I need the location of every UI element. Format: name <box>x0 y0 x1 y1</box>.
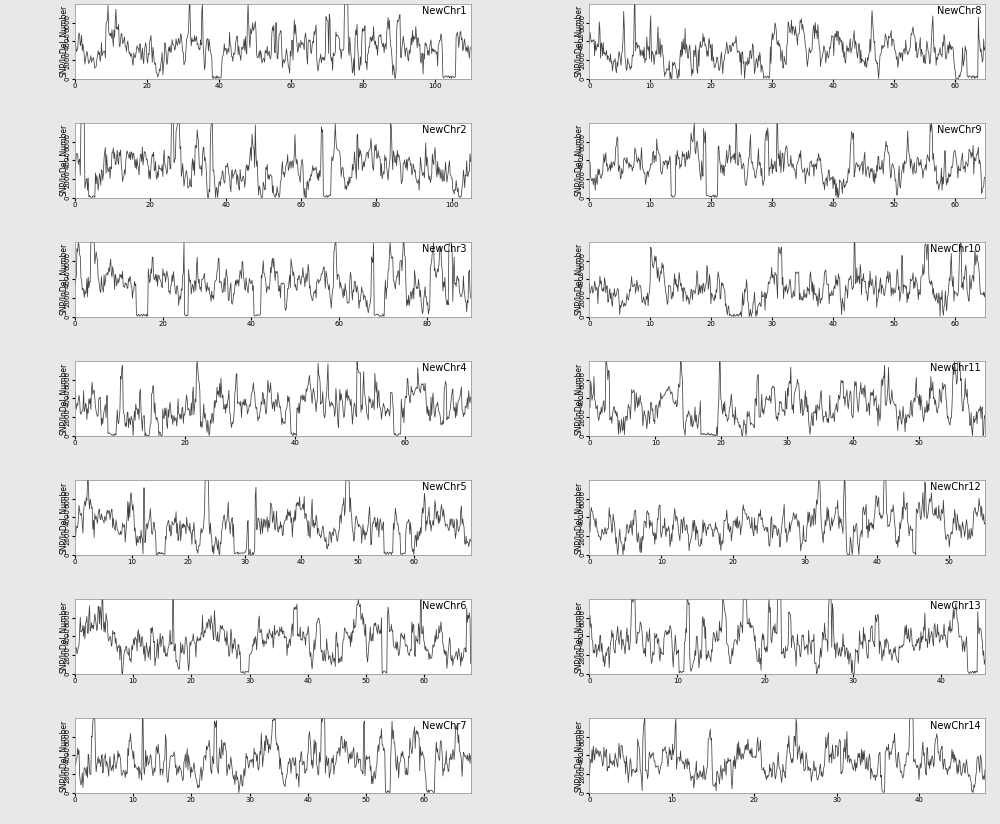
Text: NewChr4: NewChr4 <box>422 363 467 373</box>
Y-axis label: SNP/InDel_Number: SNP/InDel_Number <box>573 601 582 672</box>
Text: NewChr8: NewChr8 <box>937 7 981 16</box>
Text: NewChr11: NewChr11 <box>930 363 981 373</box>
Y-axis label: SNP/InDel_Number: SNP/InDel_Number <box>573 124 582 196</box>
Y-axis label: SNP/InDel_Number: SNP/InDel_Number <box>59 719 68 792</box>
Text: NewChr1: NewChr1 <box>422 7 467 16</box>
Text: NewChr13: NewChr13 <box>930 602 981 611</box>
Text: NewChr3: NewChr3 <box>422 245 467 255</box>
Y-axis label: SNP/InDel_Number: SNP/InDel_Number <box>573 243 582 316</box>
Y-axis label: SNP/InDel_Number: SNP/InDel_Number <box>573 481 582 554</box>
Y-axis label: SNP/InDel_Number: SNP/InDel_Number <box>59 243 68 316</box>
Text: NewChr5: NewChr5 <box>422 483 467 493</box>
Y-axis label: SNP/InDel_Number: SNP/InDel_Number <box>573 719 582 792</box>
Y-axis label: SNP/InDel_Number: SNP/InDel_Number <box>59 363 68 434</box>
Text: NewChr9: NewChr9 <box>937 125 981 135</box>
Text: NewChr7: NewChr7 <box>422 720 467 731</box>
Y-axis label: SNP/InDel_Number: SNP/InDel_Number <box>573 363 582 434</box>
Y-axis label: SNP/InDel_Number: SNP/InDel_Number <box>59 481 68 554</box>
Text: NewChr6: NewChr6 <box>422 602 467 611</box>
Y-axis label: SNP/InDel_Number: SNP/InDel_Number <box>59 5 68 77</box>
Y-axis label: SNP/InDel_Number: SNP/InDel_Number <box>573 5 582 77</box>
Text: NewChr10: NewChr10 <box>930 245 981 255</box>
Text: NewChr2: NewChr2 <box>422 125 467 135</box>
Text: NewChr14: NewChr14 <box>930 720 981 731</box>
Y-axis label: SNP/InDel_Number: SNP/InDel_Number <box>59 124 68 196</box>
Text: NewChr12: NewChr12 <box>930 483 981 493</box>
Y-axis label: SNP/InDel_Number: SNP/InDel_Number <box>59 601 68 672</box>
